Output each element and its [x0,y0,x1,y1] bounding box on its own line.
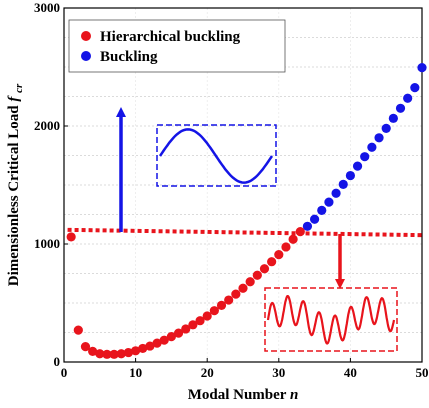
hierarchical-point [231,289,241,299]
hierarchical-point [238,283,248,293]
buckling-point [302,221,313,231]
hierarchical-point [274,250,284,260]
y-tick-label: 0 [54,354,61,369]
buckling-point [417,62,427,73]
hierarchical-point [123,347,134,358]
buckling-point [360,152,370,162]
y-axis-title-text: Dimensionless Critical Load [6,105,22,286]
hierarchical-point [209,306,219,316]
buckling-point [410,83,420,93]
x-tick-label: 20 [201,365,214,380]
y-tick-label: 2000 [34,118,60,133]
hierarchical-point [102,349,112,359]
hierarchical-point [145,341,155,351]
buckling-point [388,113,398,123]
legend-marker-buckling [81,51,91,61]
hierarchical-point [245,277,255,287]
hierarchical-point [295,227,305,237]
plot-area-frame [63,7,423,363]
x-tick-label: 10 [129,365,142,380]
hierarchical-point [138,343,148,354]
hierarchical-point [159,335,169,345]
hierarchical-point [259,264,270,274]
y-axis-title-sub: cr [13,83,25,93]
hierarchical-point [252,270,262,280]
buckling-point [367,142,377,152]
buckling-mode-shape [158,128,274,184]
buckling-point [317,205,327,215]
buckling-point [331,188,341,198]
buckling-point [403,93,413,103]
hierarchical-point [281,242,291,252]
hierarchical-point [224,295,234,305]
y-axis-title: Dimensionless Critical Load f cr [6,83,25,286]
legend-box [68,19,286,73]
buckling-point [338,179,348,190]
buckling-inset-frame [156,124,277,187]
hierarchical-point [88,346,98,356]
hierarchical-point [188,320,198,330]
x-tick-label: 40 [344,365,357,380]
hierarchical-inset-frame [264,287,398,352]
hierarchical-point [152,338,162,348]
threshold-line [67,227,423,238]
y-tick-label: 1000 [34,236,60,251]
buckling-point [395,103,406,113]
hierarchical-inset-group [264,234,398,352]
buckling-point [381,123,391,133]
x-axis-title: Modal Number n [188,387,299,403]
hierarchical-point [202,311,212,321]
hierarchical-point [288,234,298,244]
buckling-point [352,161,363,171]
buckling-inset-group [116,107,277,232]
x-tick-label: 30 [272,365,285,380]
hierarchical-point [173,328,184,338]
y-tick-label: 3000 [34,0,60,15]
hierarchical-point [116,349,126,359]
buckling-point [310,214,320,224]
legend-marker-hierarchical [81,31,91,41]
hierarchical-point [181,324,191,334]
hierarchical-point [109,349,119,359]
buckling-point [345,170,355,181]
hierarchical-point [80,342,91,352]
hierarchical-point [166,332,176,342]
legend-label-hierarchical: Hierarchical buckling [100,29,241,45]
legend: Hierarchical buckling Buckling [68,19,286,73]
x-axis-title-text: Modal Number [188,387,287,403]
data-points [66,62,427,359]
grid [64,8,422,362]
y-axis-title-var: f [6,95,22,102]
hierarchical-point [131,346,141,356]
hierarchical-point [73,325,83,335]
hierarchical-point [267,257,277,267]
buckling-point [374,133,384,143]
hierarchical-point [216,300,227,310]
ticks: 0 10 20 30 40 50 0 1000 2000 3000 [34,0,429,380]
hierarchical-point [66,232,76,242]
hierarchical-point [95,349,105,359]
x-tick-label: 0 [61,365,68,380]
x-axis-title-var: n [290,387,298,403]
x-tick-label: 50 [416,365,429,380]
hierarchical-point [195,316,205,326]
buckling-point [324,197,334,207]
legend-label-buckling: Buckling [100,49,158,65]
hierarchical-mode-shape [266,295,396,345]
